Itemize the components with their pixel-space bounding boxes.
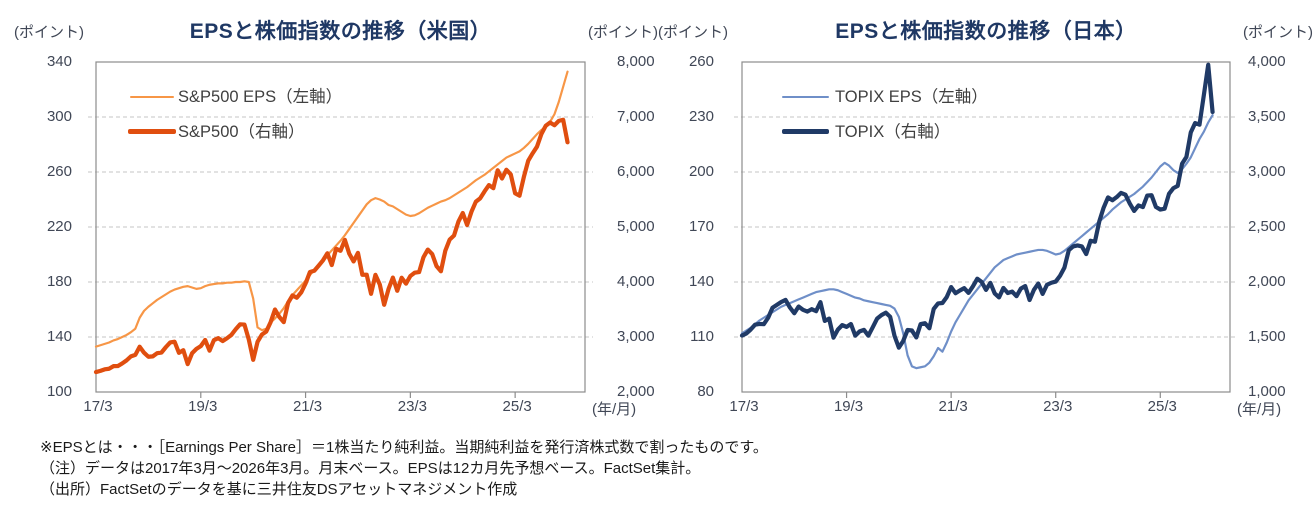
us-price-legend-line bbox=[128, 129, 176, 134]
us-y-right-tick-label: 2,000 bbox=[617, 383, 655, 400]
japan-y-right-tick-label: 1,000 bbox=[1248, 383, 1286, 400]
us-price-legend-label: S&P500（右軸） bbox=[178, 123, 305, 141]
us-y-left-tick-label: 340 bbox=[46, 53, 72, 70]
us-left-axis-unit: (ポイント) bbox=[14, 24, 84, 41]
footnotes: ※EPSとは・・・［Earnings Per Share］＝1株当たり純利益。当… bbox=[40, 437, 768, 500]
footnote-note: （注）データは2017年3月～2026年3月。月末ベース。EPSは12カ月先予想… bbox=[40, 460, 701, 477]
japan-y-left-tick-label: 260 bbox=[688, 53, 714, 70]
japan-y-right-tick-label: 2,000 bbox=[1248, 273, 1286, 290]
us-x-tick-label: 21/3 bbox=[292, 398, 323, 415]
us-y-left-tick-label: 100 bbox=[46, 383, 72, 400]
us-y-left-tick-label: 300 bbox=[46, 108, 72, 125]
us-x-tick-label: 25/3 bbox=[502, 398, 532, 415]
japan-x-tick-label: 17/3 bbox=[729, 398, 759, 415]
us-plot-frame bbox=[95, 61, 586, 393]
topix-eps-legend-label: TOPIX EPS（左軸） bbox=[835, 88, 988, 106]
us-x-tick-label: 17/3 bbox=[83, 398, 113, 415]
us-y-right-tick-label: 5,000 bbox=[617, 218, 655, 235]
japan-y-left-tick-label: 170 bbox=[688, 218, 714, 235]
japan-y-left-tick-label: 200 bbox=[688, 163, 714, 180]
japan-y-right-tick-label: 3,500 bbox=[1248, 108, 1286, 125]
japan-y-left-tick-label: 110 bbox=[690, 328, 714, 345]
japan-y-right-tick-label: 3,000 bbox=[1248, 163, 1286, 180]
topix-eps-legend-line bbox=[782, 95, 829, 98]
us-y-left-tick-label: 220 bbox=[46, 218, 72, 235]
footnote-eps-definition: ※EPSとは・・・［Earnings Per Share］＝1株当たり純利益。当… bbox=[40, 439, 768, 456]
footnote-source: （出所）FactSetのデータを基に三井住友DSアセットマネジメント作成 bbox=[40, 481, 518, 498]
us-eps-legend-line bbox=[130, 95, 174, 98]
us-y-right-tick-label: 4,000 bbox=[617, 273, 655, 290]
us-y-left-tick-label: 260 bbox=[46, 163, 72, 180]
us-y-right-tick-label: 6,000 bbox=[617, 163, 655, 180]
japan-left-axis-unit: (ポイント) bbox=[658, 24, 728, 41]
sp500-eps-line bbox=[94, 70, 569, 348]
us-y-right-tick-label: 7,000 bbox=[617, 108, 655, 125]
sp500-price-line bbox=[93, 117, 570, 375]
us-x-axis-unit: (年/月) bbox=[592, 401, 637, 418]
topix-eps-line bbox=[740, 114, 1214, 370]
us-y-left-tick-label: 180 bbox=[46, 273, 72, 290]
japan-x-tick-label: 21/3 bbox=[938, 398, 968, 415]
charts-svg bbox=[88, 61, 1238, 398]
us-y-right-tick-label: 3,000 bbox=[617, 328, 655, 345]
topix-price-line bbox=[739, 62, 1215, 350]
us-right-axis-unit: (ポイント) bbox=[588, 24, 658, 41]
japan-chart-title: EPSと株価指数の推移（日本） bbox=[835, 20, 1137, 43]
us-chart-title: EPSと株価指数の推移（米国） bbox=[189, 20, 492, 43]
us-y-right-tick-label: 8,000 bbox=[617, 53, 655, 70]
japan-y-left-tick-label: 80 bbox=[697, 383, 714, 400]
topix-price-legend-label: TOPIX（右軸） bbox=[835, 123, 951, 141]
japan-plot-frame bbox=[741, 61, 1231, 393]
japan-x-tick-label: 25/3 bbox=[1147, 398, 1177, 415]
japan-y-left-tick-label: 140 bbox=[688, 273, 714, 290]
japan-y-right-tick-label: 4,000 bbox=[1248, 53, 1286, 70]
japan-y-left-tick-label: 230 bbox=[688, 108, 714, 125]
japan-x-tick-label: 23/3 bbox=[1043, 398, 1073, 415]
us-eps-legend-label: S&P500 EPS（左軸） bbox=[178, 88, 343, 106]
japan-y-right-tick-label: 1,500 bbox=[1248, 328, 1286, 345]
japan-x-axis-unit: (年/月) bbox=[1237, 401, 1282, 418]
japan-right-axis-unit: (ポイント) bbox=[1243, 24, 1313, 41]
us-x-tick-label: 19/3 bbox=[188, 398, 218, 415]
japan-y-right-tick-label: 2,500 bbox=[1248, 218, 1286, 235]
topix-price-legend-line bbox=[782, 129, 829, 134]
us-x-tick-label: 23/3 bbox=[397, 398, 427, 415]
japan-x-tick-label: 19/3 bbox=[833, 398, 864, 415]
us-y-left-tick-label: 140 bbox=[46, 328, 72, 345]
